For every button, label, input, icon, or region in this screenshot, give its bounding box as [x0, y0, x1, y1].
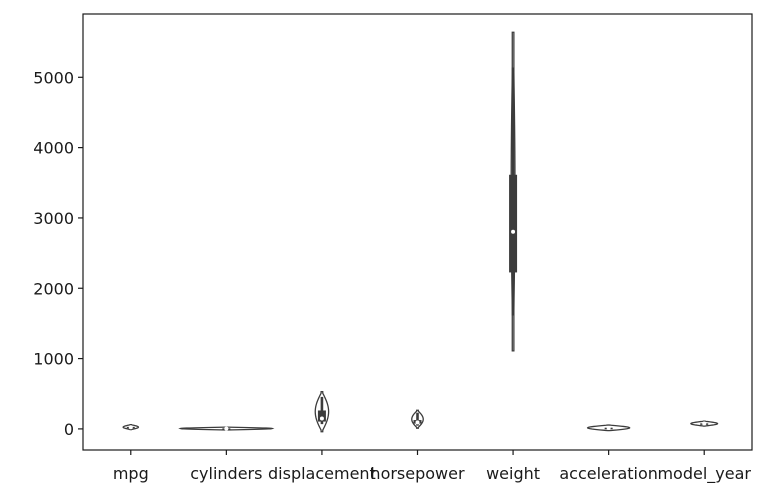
violin-acceleration [586, 424, 631, 432]
y-tick-label: 5000 [33, 68, 74, 87]
x-tick-label-weight: weight [486, 464, 540, 483]
x-tick-label-model-year: model_year [657, 464, 751, 484]
violin-iqr-box-displacement [317, 410, 326, 422]
violin-mpg [122, 424, 140, 431]
plot-frame [82, 13, 753, 451]
x-tick-label-cylinders: cylinders [190, 464, 262, 483]
violin-model-year [690, 420, 719, 427]
y-tick-label: 3000 [33, 209, 74, 228]
violin-median-weight [511, 229, 516, 234]
violin-median-cylinders [224, 426, 229, 431]
violin-median-model-year [702, 421, 707, 426]
y-tick-label: 0 [64, 420, 74, 439]
violin-horsepower [411, 409, 424, 429]
violin-median-acceleration [606, 425, 611, 430]
x-tick-label-displacement: displacement [268, 464, 376, 483]
y-axis: 0 1000 2000 3000 4000 5000 [33, 68, 83, 439]
x-tick-label-horsepower: horsepower [370, 464, 465, 483]
x-tick-label-acceleration: acceleration [559, 464, 658, 483]
violin-median-displacement [319, 416, 324, 421]
violin-displacement [314, 390, 330, 433]
violin-weight [509, 31, 518, 352]
violins-layer [122, 31, 719, 433]
x-tick-label-mpg: mpg [113, 464, 149, 483]
violin-cylinders [178, 426, 275, 431]
y-tick-label: 4000 [33, 139, 74, 158]
violin-iqr-box-weight [509, 174, 518, 273]
y-tick-label: 2000 [33, 279, 74, 298]
violin-median-horsepower [415, 420, 420, 425]
y-tick-label: 1000 [33, 350, 74, 369]
violin-median-mpg [128, 425, 133, 430]
